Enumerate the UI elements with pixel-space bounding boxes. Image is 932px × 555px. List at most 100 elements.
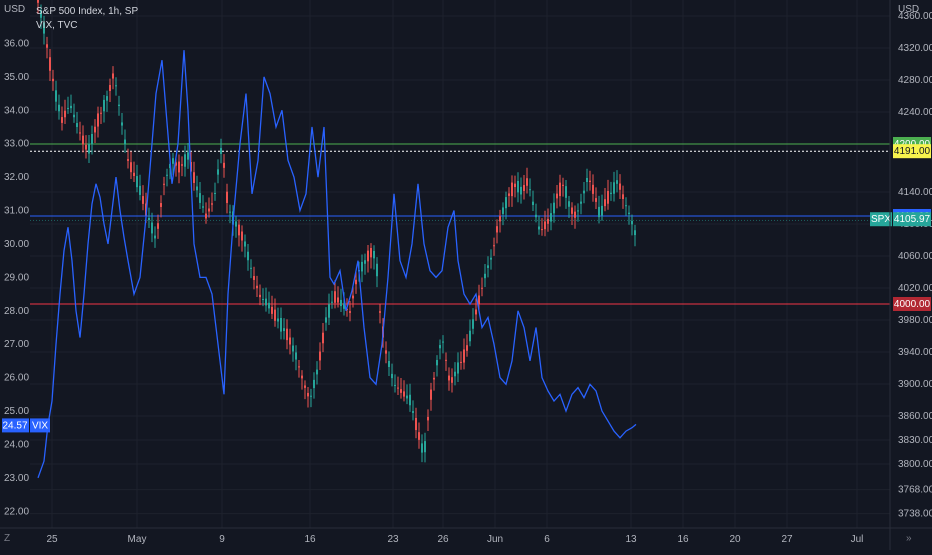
left-tick-label: 32.00 [4, 172, 29, 183]
vix-line[interactable] [37, 50, 637, 479]
level-badge-label: 4191.00 [894, 146, 931, 157]
candle-body [70, 105, 72, 109]
candle-body [361, 261, 363, 272]
candle-body [325, 317, 327, 323]
left-tick-label: 36.00 [4, 38, 29, 49]
candle-body [142, 196, 144, 204]
candle-body [37, 0, 39, 3]
candle-body [94, 126, 96, 133]
candle-body [628, 212, 630, 214]
candle-body [277, 318, 279, 322]
spx-price-label: 4105.97 [894, 214, 931, 225]
level-badge[interactable] [893, 144, 931, 159]
right-tick-label: 4280.00 [898, 75, 932, 86]
vix-tag-badge[interactable] [30, 418, 50, 433]
spx-tag-badge[interactable] [870, 212, 892, 227]
candle-body [508, 193, 510, 196]
right-tick-label: 3800.00 [898, 459, 932, 470]
candle-body [418, 432, 420, 440]
candle-body [478, 295, 480, 305]
candle-body [166, 174, 168, 176]
candle-body [391, 373, 393, 379]
candle-body [607, 190, 609, 204]
right-tick-label: 4060.00 [898, 251, 932, 262]
right-tick-label: 3738.00 [898, 509, 932, 520]
candle-body [49, 57, 51, 71]
spx-series-title[interactable]: S&P 500 Index, 1h, SP [36, 6, 139, 17]
candle-body [79, 132, 81, 134]
level-badge-label: 4000.00 [894, 299, 931, 310]
candle-body [295, 352, 297, 360]
x-tick-label: Jul [851, 534, 864, 545]
candle-body [250, 267, 252, 269]
candle-body [484, 273, 486, 279]
x-tick-label: Jun [487, 534, 503, 545]
candle-body [370, 247, 372, 258]
candle-body [313, 379, 315, 389]
candle-body [226, 191, 228, 203]
candle-body [109, 85, 111, 91]
x-tick-label: 20 [729, 534, 741, 545]
candle-body [322, 332, 324, 344]
zoom-reset-icon[interactable]: Z [4, 533, 11, 544]
candle-body [220, 148, 222, 154]
candle-body [256, 285, 258, 289]
candle-body [625, 205, 627, 207]
right-tick-label: 4020.00 [898, 283, 932, 294]
candle-body [193, 172, 195, 183]
vix-price-label: 24.57 [2, 420, 27, 431]
candle-body [385, 350, 387, 354]
candle-body [280, 318, 282, 332]
left-tick-label: 34.00 [4, 105, 29, 116]
candle-body [517, 180, 519, 193]
candle-body [472, 319, 474, 329]
vix-series-title[interactable]: VIX, TVC [36, 20, 78, 31]
candle-body [601, 205, 603, 216]
candle-body [352, 295, 354, 299]
spx-price-badge[interactable] [893, 212, 931, 227]
candle-body [616, 180, 618, 184]
candle-body [505, 197, 507, 209]
candle-body [337, 297, 339, 303]
x-tick-label: 9 [219, 534, 225, 545]
candle-body [334, 291, 336, 303]
candle-body [502, 207, 504, 214]
candle-body [211, 203, 213, 205]
candle-body [421, 443, 423, 453]
candle-body [265, 298, 267, 306]
candle-body [580, 201, 582, 204]
candle-body [412, 411, 414, 413]
candle-body [634, 230, 636, 236]
candle-body [427, 416, 429, 421]
candle-body [154, 235, 156, 239]
scroll-to-end-icon[interactable]: » [906, 533, 912, 544]
candle-body [136, 176, 138, 188]
left-tick-label: 35.00 [4, 72, 29, 83]
candle-body [115, 85, 117, 87]
vix-price-badge[interactable] [2, 418, 29, 433]
candle-body [253, 276, 255, 280]
candle-body [544, 221, 546, 230]
x-tick-label: 25 [46, 534, 58, 545]
candle-body [397, 387, 399, 389]
candle-body [205, 213, 207, 219]
candle-body [106, 96, 108, 101]
candle-body [241, 231, 243, 241]
candle-body [547, 218, 549, 224]
candle-body [148, 217, 150, 221]
candle-body [208, 208, 210, 212]
x-tick-label: 26 [437, 534, 449, 545]
x-tick-label: 16 [304, 534, 316, 545]
candle-body [292, 345, 294, 352]
candle-body [610, 192, 612, 194]
candle-body [529, 189, 531, 191]
candle-body [307, 392, 309, 397]
candle-body [463, 349, 465, 363]
candle-body [532, 201, 534, 205]
level-badge[interactable] [893, 297, 931, 311]
candle-body [490, 257, 492, 260]
candle-body [430, 389, 432, 400]
candle-body [262, 298, 264, 300]
